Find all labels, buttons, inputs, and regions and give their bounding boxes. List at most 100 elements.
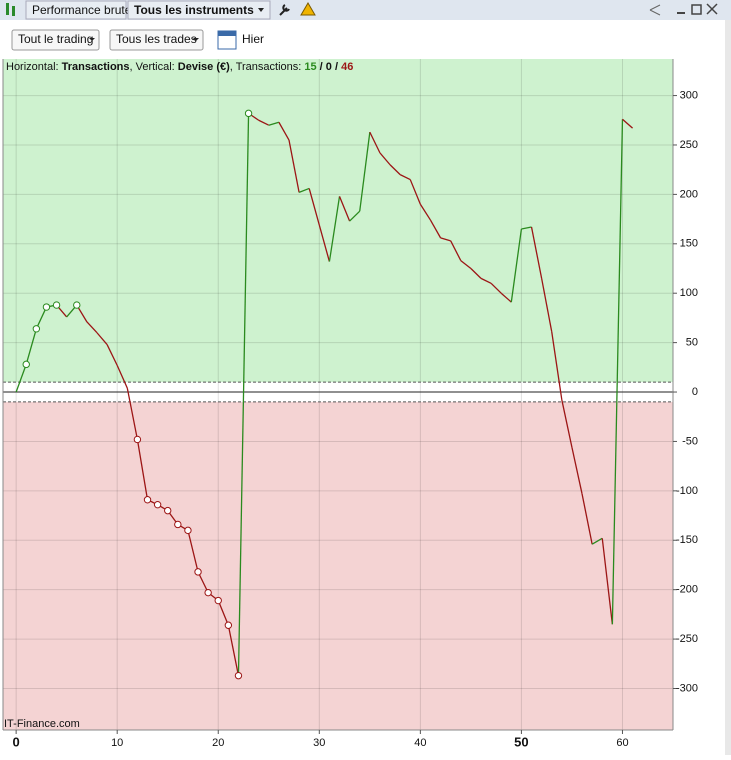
instruments-dropdown[interactable] bbox=[127, 0, 271, 20]
equity-segment bbox=[540, 278, 553, 332]
tab-label: Performance brute bbox=[32, 3, 132, 17]
equity-segment bbox=[126, 387, 139, 440]
header-even: 0 bbox=[326, 61, 332, 73]
x-tick-label: 0 bbox=[13, 734, 20, 749]
toolbar bbox=[0, 20, 725, 58]
trade-marker bbox=[174, 520, 182, 529]
equity-segment bbox=[278, 121, 290, 141]
close[interactable] bbox=[706, 3, 718, 15]
y-tick-label: 150 bbox=[680, 238, 698, 250]
header-part: , Vertical: bbox=[130, 61, 178, 73]
header-part: Transactions bbox=[62, 61, 130, 73]
equity-segment bbox=[359, 132, 371, 212]
equity-segment bbox=[379, 152, 391, 166]
equity-segment bbox=[328, 196, 341, 262]
equity-segment bbox=[318, 224, 331, 262]
equity-segment bbox=[480, 277, 492, 284]
y-tick-label: -100 bbox=[676, 485, 698, 497]
dropdown-arrow bbox=[258, 8, 264, 12]
header-losses: 46 bbox=[341, 61, 353, 73]
period-label: Hier bbox=[242, 32, 264, 46]
wrench-icon[interactable] bbox=[279, 4, 290, 16]
trade-marker bbox=[42, 303, 51, 311]
y-tick-label: 50 bbox=[686, 337, 698, 349]
equity-segment bbox=[510, 228, 523, 303]
header-part: / bbox=[332, 61, 341, 73]
tab-icon bbox=[12, 6, 15, 16]
minimize[interactable] bbox=[677, 12, 685, 14]
equity-segment bbox=[571, 447, 583, 494]
y-tick-label: -150 bbox=[676, 534, 698, 546]
trade-marker bbox=[143, 496, 152, 504]
equity-segment bbox=[187, 530, 199, 573]
lower-zone bbox=[3, 401, 673, 730]
x-tick-label: 50 bbox=[514, 734, 528, 749]
equity-segment bbox=[35, 306, 48, 330]
share-icon[interactable] bbox=[649, 4, 661, 16]
trade-marker bbox=[224, 621, 233, 629]
equity-segment bbox=[96, 332, 108, 346]
tab-icon bbox=[6, 3, 9, 15]
instruments-label: Tous les instruments bbox=[134, 3, 254, 17]
dropdown-arrow bbox=[193, 38, 199, 41]
equity-segment bbox=[440, 237, 451, 242]
equity-segment bbox=[308, 188, 320, 226]
x-tick-label: 20 bbox=[212, 737, 224, 749]
x-tick-label: 60 bbox=[616, 737, 628, 749]
y-tick-label: 250 bbox=[680, 139, 698, 151]
equity-segment bbox=[611, 119, 624, 625]
equity-segment bbox=[268, 121, 280, 126]
x-tick-label: 10 bbox=[111, 737, 123, 749]
y-tick-label: 100 bbox=[680, 287, 698, 299]
trades-filter[interactable] bbox=[109, 29, 204, 51]
equity-segment bbox=[399, 174, 411, 181]
y-tick-label: -250 bbox=[676, 633, 698, 645]
equity-segment bbox=[106, 344, 118, 366]
y-tick-label: -200 bbox=[676, 584, 698, 596]
side-strip bbox=[725, 20, 731, 755]
header-wins: 15 bbox=[304, 61, 316, 73]
y-tick-label: -300 bbox=[676, 682, 698, 694]
trade-marker bbox=[73, 301, 81, 309]
equity-segment bbox=[551, 331, 563, 401]
header-part: Horizontal: bbox=[6, 61, 62, 73]
equity-segment bbox=[338, 196, 351, 222]
trade-marker bbox=[22, 360, 30, 369]
warning-icon[interactable] bbox=[300, 2, 316, 16]
trade-marker bbox=[204, 588, 212, 597]
trades-filter-label: Tous les trades bbox=[116, 32, 197, 46]
calendar-icon-top bbox=[218, 31, 236, 36]
trade-marker bbox=[184, 526, 192, 535]
equity-segment bbox=[470, 268, 482, 279]
equity-segment bbox=[136, 439, 149, 500]
header-part: Devise (€) bbox=[178, 61, 230, 73]
trading-filter[interactable] bbox=[11, 29, 100, 51]
equity-segment bbox=[349, 210, 361, 222]
equity-segment bbox=[460, 260, 472, 270]
trading-filter-label: Tout le trading bbox=[18, 32, 93, 46]
trade-marker bbox=[164, 506, 172, 515]
equity-segment bbox=[237, 113, 250, 676]
equity-segment bbox=[591, 537, 603, 545]
trade-marker bbox=[194, 568, 202, 576]
equity-segment bbox=[561, 399, 573, 448]
equity-segment bbox=[419, 203, 432, 221]
maximize[interactable] bbox=[691, 4, 702, 15]
trade-marker bbox=[32, 325, 41, 333]
equity-segment bbox=[227, 625, 240, 676]
trade-marker bbox=[214, 596, 222, 605]
equity-segment bbox=[298, 187, 310, 194]
trade-marker bbox=[234, 671, 243, 680]
equity-segment bbox=[258, 119, 270, 126]
equity-segment bbox=[369, 131, 381, 154]
tab[interactable] bbox=[25, 0, 127, 20]
trade-marker bbox=[52, 301, 61, 309]
equity-segment bbox=[15, 364, 27, 393]
trade-marker bbox=[244, 109, 253, 118]
equity-segment bbox=[86, 321, 98, 334]
equity-segment bbox=[197, 571, 209, 593]
header-part: , Transactions: bbox=[230, 61, 305, 73]
y-tick-label: -50 bbox=[682, 435, 698, 447]
equity-segment bbox=[601, 538, 614, 625]
equity-segment bbox=[490, 282, 502, 294]
